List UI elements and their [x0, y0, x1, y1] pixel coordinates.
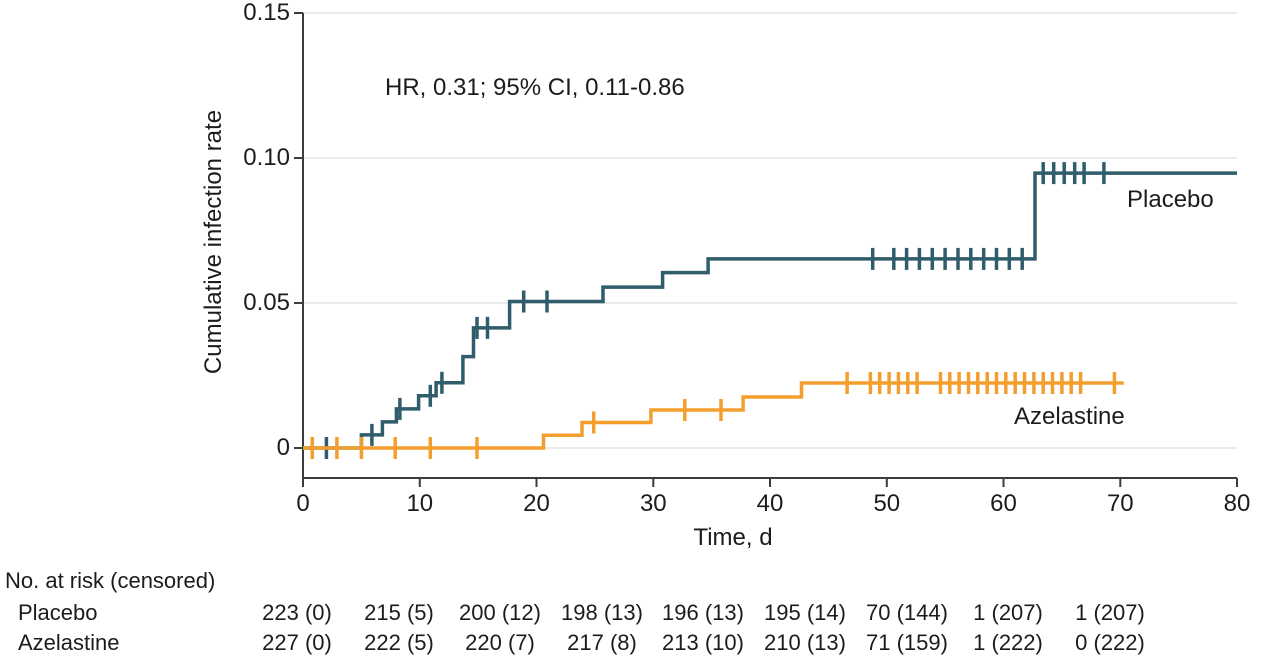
risk-value-azelastine-day30: 217 (8): [567, 630, 637, 655]
hazard-ratio-annotation: HR, 0.31; 95% CI, 0.11-0.86: [385, 74, 685, 101]
risk-value-placebo-day30: 198 (13): [561, 600, 643, 625]
azelastine-curve: [303, 381, 1124, 450]
series-label-placebo: Placebo: [1127, 186, 1214, 213]
risk-value-placebo-day40: 196 (13): [662, 600, 744, 625]
risk-row-label-azelastine: Azelastine: [18, 630, 120, 655]
y-axis-title: Cumulative infection rate: [200, 109, 227, 375]
risk-value-azelastine-day0: 227 (0): [262, 630, 332, 655]
y-tick-label-0: 0: [276, 434, 290, 461]
series-label-azelastine: Azelastine: [1014, 403, 1125, 430]
risk-value-placebo-day0: 223 (0): [262, 600, 332, 625]
risk-value-azelastine-day40: 213 (10): [662, 630, 744, 655]
x-tick-label-0: 0: [296, 490, 310, 517]
placebo-curve: [303, 171, 1237, 450]
x-tick-label-10: 10: [406, 490, 434, 517]
risk-value-azelastine-day10: 222 (5): [364, 630, 434, 655]
risk-value-placebo-day80: 1 (207): [1075, 600, 1145, 625]
risk-table-header: No. at risk (censored): [5, 568, 216, 593]
risk-value-azelastine-day50: 210 (13): [764, 630, 846, 655]
risk-value-placebo-day70: 1 (207): [973, 600, 1043, 625]
x-tick-label-30: 30: [639, 490, 667, 517]
x-tick-label-40: 40: [756, 490, 784, 517]
risk-row-label-placebo: Placebo: [18, 600, 98, 625]
risk-value-azelastine-day20: 220 (7): [465, 630, 535, 655]
risk-value-azelastine-day80: 0 (222): [1075, 630, 1145, 655]
x-tick-label-50: 50: [873, 490, 901, 517]
risk-value-placebo-day50: 195 (14): [764, 600, 846, 625]
x-tick-label-80: 80: [1223, 490, 1251, 517]
risk-value-placebo-day60: 70 (144): [866, 600, 948, 625]
risk-value-placebo-day10: 215 (5): [364, 600, 434, 625]
y-tick-label-0.10: 0.10: [243, 144, 290, 171]
risk-value-azelastine-day60: 71 (159): [866, 630, 948, 655]
x-tick-label-20: 20: [523, 490, 550, 517]
risk-value-azelastine-day70: 1 (222): [973, 630, 1043, 655]
y-tick-label-0.15: 0.15: [243, 0, 290, 26]
x-axis-title: Time, d: [693, 524, 773, 551]
risk-value-placebo-day20: 200 (12): [459, 600, 541, 625]
y-tick-label-0.05: 0.05: [243, 289, 290, 316]
x-tick-label-60: 60: [990, 490, 1017, 517]
x-tick-label-70: 70: [1106, 490, 1134, 517]
